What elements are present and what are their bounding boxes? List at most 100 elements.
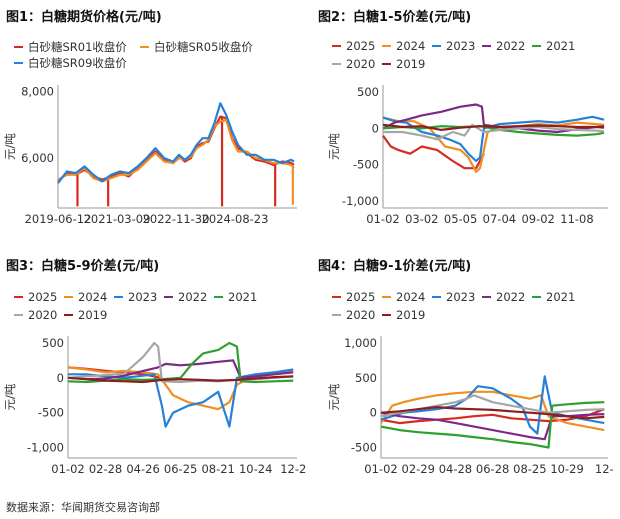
legend-item: 2023 (432, 290, 475, 304)
series-line-白砂糖SR01收盘价 (57, 115, 295, 183)
legend-swatch (482, 295, 491, 298)
x-tick-label: 09-02 (521, 212, 554, 226)
x-tick-label: 04-28 (439, 462, 472, 476)
series-line-2020 (383, 123, 605, 141)
x-tick-label: 12- (595, 462, 614, 476)
y-axis-label: 元/吨 (3, 383, 17, 410)
fig2-plot: -1,000 -500 0 500 01-02 03-02 05-05 07-04 09-02 1… (327, 85, 608, 226)
legend-swatch (532, 295, 541, 298)
y-tick-label: -1,000 (342, 194, 379, 208)
x-tick-label: 07-04 (483, 212, 516, 226)
fig3-title: 图3：白糖5-9价差(元/吨) (6, 259, 160, 274)
legend-item: 2019 (382, 308, 425, 322)
series-line-2019 (67, 375, 294, 384)
series-line-2023 (382, 115, 605, 163)
y-tick-label: 8,000 (21, 85, 54, 99)
x-tick-label: 10-29 (550, 462, 583, 476)
y-axis-label: 元/吨 (327, 383, 341, 410)
legend-item: 2023 (432, 39, 475, 53)
fig1-title: 图1：白糖期货价格(元/吨) (6, 10, 162, 25)
legend-label: 2023 (128, 290, 158, 304)
y-tick-label: -1,000 (27, 441, 64, 455)
y-tick-label: -500 (38, 406, 64, 420)
legend-swatch (164, 295, 173, 298)
x-tick-label: 03-02 (405, 212, 438, 226)
legend-label: 2023 (446, 290, 476, 304)
x-tick-label: 01-02 (366, 212, 399, 226)
legend-item: 2020 (14, 308, 57, 322)
legend-item: 2019 (64, 308, 107, 322)
fig2-title: 图2：白糖1-5价差(元/吨) (318, 10, 472, 25)
x-tick-label: 05-05 (444, 212, 477, 226)
legend-label: 2022 (496, 290, 526, 304)
series-line-2024 (380, 390, 605, 432)
legend-label: 2025 (28, 290, 58, 304)
legend-item: 2019 (382, 57, 425, 71)
x-tick-label: 02-29 (402, 462, 435, 476)
legend-label: 2025 (346, 290, 376, 304)
y-tick-label: 500 (42, 336, 64, 350)
series-line-白砂糖SR09收盘价 (57, 102, 295, 184)
legend-label: 2024 (78, 290, 108, 304)
legend-swatch (14, 61, 23, 64)
legend-item: 白砂糖SR09收盘价 (14, 55, 127, 71)
x-tick-label: 2019-06-12 (25, 212, 92, 226)
legend-label: 2021 (546, 39, 576, 53)
legend-swatch (14, 295, 23, 298)
fig3-plot: -1,000 -500 0 500 01-02 02-28 04-26 06-25 08-21 1… (3, 336, 306, 476)
y-tick-label: 0 (57, 371, 64, 385)
legend-label: 2025 (346, 39, 376, 53)
x-tick-label: 01-02 (51, 462, 84, 476)
series-line-2019 (382, 123, 605, 131)
legend-item: 2022 (482, 39, 525, 53)
legend-label: 2020 (346, 57, 376, 71)
legend-swatch (332, 62, 341, 65)
y-tick-label: -500 (351, 441, 377, 455)
x-tick-label: 11-08 (560, 212, 593, 226)
fig4-plot: -500 0 500 1,000 01-02 02-29 04-28 06-28 08-25 10… (327, 336, 614, 476)
x-tick-label: 06-28 (476, 462, 509, 476)
legend-swatch (432, 44, 441, 47)
legend-label: 2022 (178, 290, 208, 304)
legend-item: 2025 (332, 39, 375, 53)
legend-item: 2022 (164, 290, 207, 304)
legend-swatch (64, 295, 73, 298)
legend-label: 2019 (396, 57, 426, 71)
legend-swatch (532, 44, 541, 47)
legend-swatch (382, 313, 391, 316)
legend-swatch (332, 313, 341, 316)
legend-item: 2021 (532, 290, 575, 304)
legend-swatch (332, 295, 341, 298)
x-tick-label: 08-25 (513, 462, 546, 476)
legend-swatch (382, 62, 391, 65)
legend-item: 2024 (382, 39, 425, 53)
legend-label: 2021 (546, 290, 576, 304)
legend-item: 2024 (64, 290, 107, 304)
legend-swatch (382, 44, 391, 47)
fig1-plot: 6,000 8,000 2019-06-122021-03-092022-11-30… (3, 85, 297, 226)
fig4-title: 图4：白糖9-1价差(元/吨) (318, 259, 472, 274)
source-note: 数据来源：华闻期货交易咨询部 (6, 501, 160, 514)
x-tick-label: 02-28 (89, 462, 122, 476)
legend-item: 2023 (114, 290, 157, 304)
legend-swatch (140, 45, 149, 48)
legend-item: 2025 (332, 290, 375, 304)
legend-item: 白砂糖SR01收盘价 (14, 39, 127, 55)
legend-label: 白砂糖SR09收盘价 (28, 56, 127, 70)
legend-label: 白砂糖SR01收盘价 (28, 40, 127, 54)
x-tick-label: 12-2 (280, 462, 306, 476)
y-tick-label: 0 (370, 406, 377, 420)
legend-swatch (64, 313, 73, 316)
y-tick-label: -500 (353, 158, 379, 172)
legend-item: 2025 (14, 290, 57, 304)
y-axis-label: 元/吨 (327, 133, 341, 160)
legend-label: 2020 (346, 308, 376, 322)
series-line-2019 (380, 406, 605, 420)
legend-label: 2020 (28, 308, 58, 322)
series-line-2025 (380, 408, 605, 425)
legend-label: 白砂糖SR05收盘价 (154, 40, 253, 54)
y-tick-label: 500 (357, 85, 379, 99)
legend-item: 2024 (382, 290, 425, 304)
legend-swatch (432, 295, 441, 298)
